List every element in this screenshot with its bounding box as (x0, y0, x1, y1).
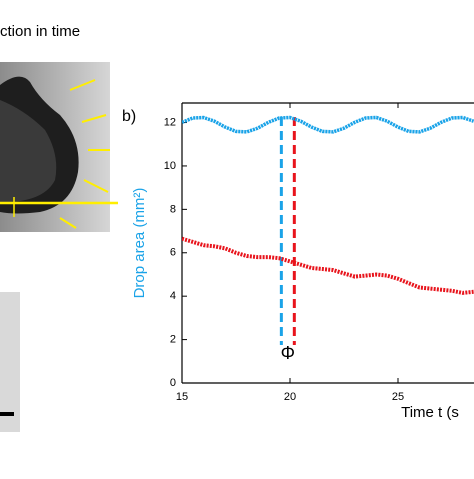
y-tick-label: 8 (170, 203, 176, 215)
panel-label: b) (122, 108, 136, 125)
y-tick-label: 6 (170, 247, 176, 259)
x-tick-label: 15 (176, 391, 188, 403)
y-axis-label: Drop area (mm²) (131, 188, 148, 299)
y-tick-label: 0 (170, 377, 176, 389)
drop-photo (0, 62, 118, 432)
y-tick-label: 4 (170, 290, 176, 302)
annotation: Φ (281, 343, 295, 363)
plot-area: Φ (182, 115, 474, 363)
x-axis-label: Time t (s (401, 404, 459, 421)
caption: ction in time (0, 23, 80, 40)
x-tick-label: 25 (392, 391, 404, 403)
series-line (182, 236, 474, 295)
y-tick-label: 10 (164, 160, 176, 172)
y-tick-label: 12 (164, 116, 176, 128)
axes (181, 102, 474, 384)
y-tick-label: 2 (170, 333, 176, 345)
x-tick-label: 20 (284, 391, 296, 403)
series-line (182, 115, 474, 134)
